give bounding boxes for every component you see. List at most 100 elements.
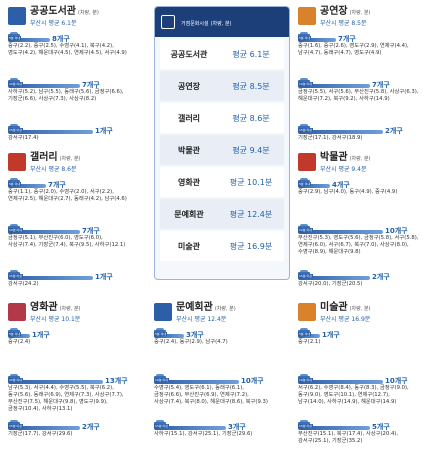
facility-name: 문예회관 (174, 209, 204, 219)
time-range-tag: 15분 이상 (154, 424, 170, 428)
travel-time-bar (8, 426, 80, 430)
panel-title-block: 미술관 (차량, 분) 부산시 평균 16.9분 (320, 302, 371, 324)
panel-hall: 공연장 (차량, 분) 부산시 평균 8.5분 5분 이내 7개구 중구(1.6), 중구… (298, 6, 433, 170)
panel-gallery: 갤러리 (차량, 분) 부산시 평균 8.6분 5분 이내 7개구 중구(1.1), 중구… (8, 152, 143, 316)
bar-row: 15분 이상 3개구 (154, 420, 289, 431)
travel-time-bar (8, 130, 93, 134)
panel-title: 영화관 (차량, 분) (30, 302, 81, 315)
district-list: 사하구(5.2), 남구(5.5), 동래구(5.6), 금정구(6.6), 기장… (8, 89, 124, 102)
panel-artmuseum: 미술관 (차량, 분) 부산시 평균 16.9분 5분 이내 1개구 중구(2.1) 10분… (298, 302, 433, 450)
district-count: 10개구 (385, 227, 408, 235)
car-icon (8, 374, 20, 380)
summary-row: 공연장 평균 8.5분 (160, 71, 284, 101)
bar-row: 15분 이상 1개구 (8, 124, 143, 135)
panel-title-text: 영화관 (30, 302, 58, 313)
bar-row: 10분 이내 13개구 (8, 374, 143, 385)
bar-row: 5분 이내 7개구 (298, 32, 433, 43)
time-range-tag: 5분 이내 (8, 36, 22, 40)
time-group: 15분 이상 2개구 강서구(20.0), 기장군(20.5) (298, 270, 433, 316)
district-count: 1개구 (95, 273, 113, 281)
panel-average: 부산시 평균 10.1분 (30, 316, 81, 323)
time-range-tag: 5분 이내 (8, 182, 22, 186)
time-group: 5분 이내 7개구 중구(1.1), 중구(2.0), 수영구(2.0), 서구(2… (8, 178, 143, 224)
time-range-tag: 15분 이상 (8, 274, 24, 278)
bar-row: 10분 이내 10개구 (154, 374, 289, 385)
summary-header: 거점문화시설 (차량, 분) (155, 7, 289, 37)
travel-time-bar (8, 84, 80, 88)
time-group: 5분 이내 1개구 중구(2.4) (8, 328, 143, 374)
car-icon (298, 124, 310, 130)
district-count: 7개구 (82, 227, 100, 235)
time-range-tag: 10분 이내 (8, 378, 24, 382)
time-range-tag: 5분 이내 (298, 332, 312, 336)
panel-title: 공공도서관 (차량, 분) (30, 6, 99, 19)
time-group: 15분 이상 3개구 사하구(15.1), 강서구(25.1), 기장군(29.6) (154, 420, 289, 450)
panel-header: 박물관 (차량, 분) 부산시 평균 9.4분 (298, 152, 433, 178)
bar-row: 15분 이상 5개구 (298, 420, 433, 431)
travel-time-bar (8, 276, 93, 280)
time-group: 5분 이내 1개구 중구(2.1) (298, 328, 433, 374)
bar-row: 15분 이상 2개구 (298, 270, 433, 281)
district-count: 7개구 (372, 81, 390, 89)
panel-header: 공연장 (차량, 분) 부산시 평균 8.5분 (298, 6, 433, 32)
district-list: 중구(2.2), 중구(2.5), 수영구(4.1), 북구(4.2), 영도구(… (8, 43, 127, 56)
panel-library: 공공도서관 (차량, 분) 부산시 평균 6.1분 5분 이내 8개구 중구(2.2), … (8, 6, 143, 170)
time-group: 10분 이내 10개구 부산진구(5.3), 영도구(5.6), 금정구(5.8),… (298, 224, 433, 270)
time-range-tag: 5분 이내 (298, 36, 312, 40)
panel-title-text: 문예회관 (176, 302, 213, 313)
district-list: 기장군(17.7), 강서구(29.6) (8, 431, 73, 437)
arts-building-icon (154, 303, 172, 321)
bar-row: 5분 이내 4개구 (298, 178, 433, 189)
panel-title: 박물관 (차량, 분) (320, 152, 371, 165)
panel-cinema: 영화관 (차량, 분) 부산시 평균 10.1분 5분 이내 1개구 중구(2.4) 10분… (8, 302, 143, 450)
travel-time-bar (298, 380, 383, 384)
car-icon (298, 178, 310, 184)
district-list: 기장군(17.1), 강서구(18.9) (298, 135, 363, 141)
hall-building-icon (298, 7, 316, 25)
car-icon (154, 420, 166, 426)
panel-header: 미술관 (차량, 분) 부산시 평균 16.9분 (298, 302, 433, 328)
summary-title: 거점문화시설 (차량, 분) (181, 20, 232, 27)
panel-header: 문예회관 (차량, 분) 부산시 평균 12.4분 (154, 302, 289, 328)
time-group: 10분 이내 7개구 금정구(5.5), 서구(5.6), 부산진구(5.8), 사… (298, 78, 433, 124)
summary-row: 미술관 평균 16.9분 (160, 231, 284, 261)
travel-time-bar (298, 230, 383, 234)
time-group: 10분 이내 13개구 남구(5.3), 서구(4.4), 수영구(5.5), 북구… (8, 374, 143, 420)
facility-name: 공공도서관 (170, 49, 208, 59)
library-building-icon (8, 7, 26, 25)
car-icon (8, 224, 20, 230)
travel-time-bar (298, 84, 370, 88)
panel-title: 문예회관 (차량, 분) (176, 302, 236, 315)
facility-name: 미술관 (177, 241, 201, 251)
bar-row: 10분 이내 10개구 (298, 374, 433, 385)
panel-average: 부산시 평균 8.5분 (320, 20, 367, 27)
panel-title-block: 박물관 (차량, 분) 부산시 평균 9.4분 (320, 152, 371, 174)
panel-title: 공연장 (차량, 분) (320, 6, 371, 19)
time-range-tag: 5분 이내 (8, 332, 22, 336)
facility-name: 갤러리 (177, 113, 201, 123)
panel-unit: (차량, 분) (349, 306, 371, 312)
travel-time-bar (298, 38, 336, 42)
district-count: 13개구 (105, 377, 128, 385)
time-range-tag: 15분 이상 (298, 128, 314, 132)
artmuseum-building-icon (298, 303, 316, 321)
district-list: 중구(2.9), 남구(4.0), 동구(4.9), 중구(4.9) (298, 189, 398, 195)
bar-row: 10분 이내 10개구 (298, 224, 433, 235)
travel-time-bar (298, 426, 370, 430)
district-list: 강서구(20.0), 기장군(20.5) (298, 281, 363, 287)
district-list: 금정구(5.1), 부산진구(6.0), 영도구(6.0), 사상구(7.4), … (8, 235, 126, 248)
district-list: 중구(1.1), 중구(2.0), 수영구(2.0), 서구(2.2), 연제구(… (8, 189, 127, 202)
panel-header: 공공도서관 (차량, 분) 부산시 평균 6.1분 (8, 6, 143, 32)
facility-name: 영화관 (177, 177, 201, 187)
time-group: 5분 이내 4개구 중구(2.9), 남구(4.0), 동구(4.9), 중구(4.… (298, 178, 433, 224)
grid-icon (161, 15, 175, 29)
time-group: 15분 이상 1개구 강서구(17.4) (8, 124, 143, 170)
district-count: 7개구 (82, 81, 100, 89)
bar-row: 10분 이내 7개구 (8, 224, 143, 235)
travel-time-bar (298, 130, 383, 134)
time-group: 10분 이내 7개구 금정구(5.1), 부산진구(6.0), 영도구(6.0), 사… (8, 224, 143, 270)
panel-museum: 박물관 (차량, 분) 부산시 평균 9.4분 5분 이내 4개구 중구(2.9), 남구… (298, 152, 433, 316)
panel-title-block: 공공도서관 (차량, 분) 부산시 평균 6.1분 (30, 6, 99, 28)
travel-time-bar (8, 230, 80, 234)
district-list: 중구(2.4), 동구(2.9), 남구(4.7) (154, 339, 228, 345)
